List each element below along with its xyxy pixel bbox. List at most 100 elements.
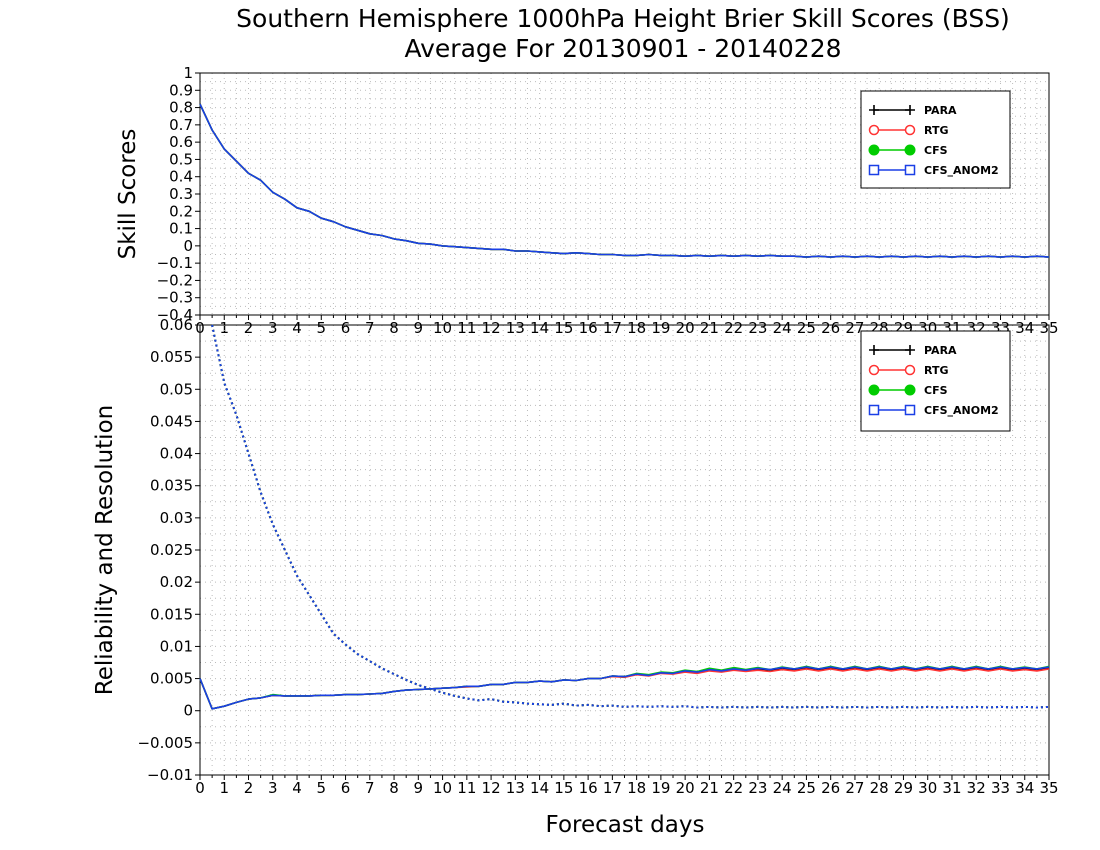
x-tick-label: 16 [579,779,598,797]
x-tick-label: 22 [724,319,743,337]
x-tick-label: 19 [651,319,670,337]
legend-marker-rtg [904,124,916,136]
x-tick-label: 24 [773,319,792,337]
y-tick-label: −0.01 [147,766,193,784]
x-tick-label: 33 [991,779,1010,797]
x-tick-label: 27 [845,779,864,797]
x-tick-label: 2 [244,319,254,337]
x-tick-label: 24 [773,779,792,797]
y-tick-label: −0.005 [137,734,193,752]
reliability-resolution-panel: −0.01 −0.005 0 0.005 0.01 0.015 0.02 0.025 0.03 0… [92,316,1059,797]
x-tick-label: 23 [748,779,767,797]
x-tick-label: 19 [651,779,670,797]
legend-label-cfs: CFS [924,384,948,397]
legend-box [860,90,1011,189]
y-tick-label: 0.5 [169,150,193,168]
y-tick-label: 0.6 [169,133,193,151]
legend-label-cfs-anom2: CFS_ANOM2 [924,404,999,417]
x-tick-label: 3 [268,319,278,337]
y-tick-label: 0 [183,702,193,720]
x-tick-label: 34 [1015,319,1034,337]
x-tick-label: 3 [268,779,278,797]
legend-marker-para [869,105,879,115]
x-tick-label: 28 [870,779,889,797]
y-tick-label: 0.01 [160,637,193,655]
x-tick-label: 1 [219,319,229,337]
y-tick-label: −0.2 [157,271,193,289]
x-tick-label: 23 [748,319,767,337]
x-tick-label: 12 [482,779,501,797]
x-tick-label: 15 [554,319,573,337]
x-tick-label: 13 [506,779,525,797]
x-tick-label: 16 [579,319,598,337]
x-tick-label: 9 [414,779,424,797]
legend-label-rtg: RTG [924,364,949,377]
y-tick-label: 0.035 [150,477,193,495]
legend-marker-cfs-anom2 [868,164,880,176]
y-axis-label: Reliability and Resolution [92,405,118,695]
legend-label-para: PARA [924,104,957,117]
y-tick-label: −0.3 [157,289,193,307]
x-tick-label: 21 [700,779,719,797]
x-tick-label: 6 [341,779,351,797]
x-tick-label: 34 [1015,779,1034,797]
y-tick-label: −0.4 [157,306,193,324]
y-axis-label: Skill Scores [115,129,141,260]
x-tick-label: 29 [894,779,913,797]
legend-marker-para [905,345,915,355]
x-tick-label: 30 [918,779,937,797]
x-tick-label: 2 [244,779,254,797]
legend-marker-cfs [904,384,916,396]
y-tick-label: 0.4 [169,168,193,186]
x-tick-label: 18 [627,319,646,337]
x-tick-label: 14 [530,779,549,797]
y-tick-label: 0.03 [160,509,193,527]
x-tick-label: 25 [797,779,816,797]
x-tick-label: 20 [676,319,695,337]
x-tick-label: 7 [365,779,375,797]
legend-marker-rtg [868,364,880,376]
legend-marker-rtg [904,364,916,376]
y-tick-label: 0.2 [169,202,193,220]
x-tick-label: 1 [219,779,229,797]
x-tick-label: 26 [821,319,840,337]
x-tick-label: 18 [627,779,646,797]
x-tick-label: 17 [603,779,622,797]
y-tick-label: 0.06 [160,316,193,334]
y-tick-label: 0.8 [169,99,193,117]
y-tick-label: −0.1 [157,254,193,272]
x-tick-label: 31 [942,779,961,797]
legend-label-rtg: RTG [924,124,949,137]
legend-marker-para [869,345,879,355]
y-tick-label: 0.02 [160,573,193,591]
y-tick-label: 0.025 [150,541,193,559]
legend-box [860,330,1011,432]
x-tick-label: 21 [700,319,719,337]
x-tick-label: 22 [724,779,743,797]
y-tick-label: 0.05 [160,380,193,398]
x-tick-label: 8 [389,319,399,337]
x-tick-label: 26 [821,779,840,797]
legend-marker-cfs-anom2 [868,404,880,416]
x-tick-label: 10 [433,319,452,337]
x-tick-label: 35 [1039,779,1058,797]
x-tick-label: 4 [292,779,302,797]
x-tick-label: 5 [317,779,327,797]
y-tick-label: 0 [183,237,193,255]
x-tick-label: 8 [389,779,399,797]
x-tick-label: 11 [457,319,476,337]
y-tick-label: 0.015 [150,605,193,623]
chart-title-line-2: Average For 20130901 - 20140228 [404,34,841,63]
chart-title-line-1: Southern Hemisphere 1000hPa Height Brier… [236,4,1010,33]
x-tick-label: 5 [317,319,327,337]
x-tick-label: 25 [797,319,816,337]
legend-marker-cfs [868,384,880,396]
x-tick-label: 13 [506,319,525,337]
x-tick-label: 7 [365,319,375,337]
y-tick-label: 0.005 [150,670,193,688]
y-tick-label: 0.9 [169,81,193,99]
y-tick-label: 0.045 [150,412,193,430]
y-tick-label: 0.055 [150,348,193,366]
legend-marker-rtg [868,124,880,136]
